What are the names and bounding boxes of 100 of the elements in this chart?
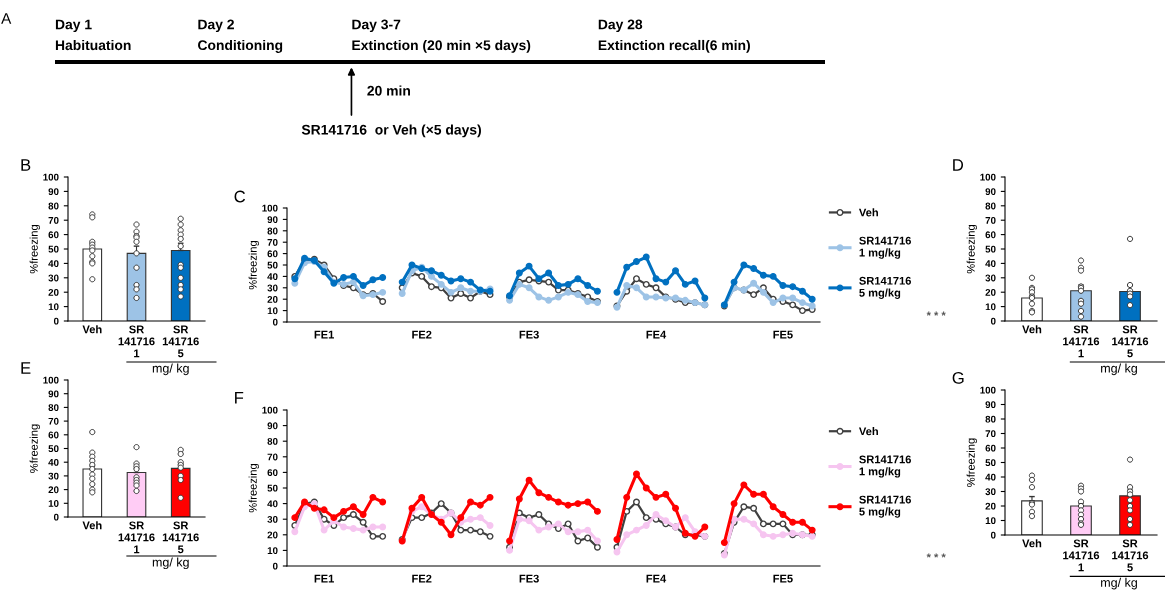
y-tick-label: 10 xyxy=(985,303,996,311)
x-tick-label: SR 141716 1 xyxy=(1063,325,1100,358)
y-tick-label: 70 xyxy=(267,453,278,461)
y-tick-label: 50 xyxy=(985,459,996,467)
y-tick-label: 10 xyxy=(267,307,278,315)
y-tick-label: 100 xyxy=(43,173,59,181)
text: A xyxy=(1,13,12,24)
text: * * * xyxy=(926,553,946,558)
x-axis-title: mg/ kg xyxy=(1101,577,1137,590)
y-tick-label: 20 xyxy=(985,288,996,296)
x-tick-label: FE4 xyxy=(646,330,667,339)
y-tick-label: 10 xyxy=(985,517,996,525)
x-tick-label: Veh xyxy=(1022,539,1042,548)
y-axis-title: %freezing xyxy=(966,225,977,274)
y-tick-label: 40 xyxy=(985,473,996,481)
y-tick-label: 10 xyxy=(267,547,278,555)
y-tick-label: 70 xyxy=(48,417,59,425)
legend-label: SR141716 5 mg/kg xyxy=(859,495,911,518)
y-axis-title: %freezing xyxy=(966,438,977,487)
legend-label: SR141716 1 mg/kg xyxy=(859,236,911,259)
chart-title: G xyxy=(952,372,964,384)
text: 20 min xyxy=(367,85,410,96)
text: Day 28 xyxy=(598,19,643,33)
text: Extinction recall(6 min) xyxy=(598,39,750,53)
y-tick-label: 80 xyxy=(267,227,278,235)
y-tick-label: 40 xyxy=(267,273,278,281)
x-tick-label: FE3 xyxy=(519,330,539,339)
y-tick-label: 10 xyxy=(48,303,59,311)
y-tick-label: 40 xyxy=(48,260,59,268)
chart-title: D xyxy=(953,159,964,171)
y-tick-label: 30 xyxy=(48,274,59,282)
y-tick-label: 100 xyxy=(262,406,278,414)
text: Habituation xyxy=(55,39,131,51)
x-tick-label: FE2 xyxy=(412,574,432,583)
y-axis-title: %freezing xyxy=(29,225,40,274)
chart-title: F xyxy=(235,391,244,404)
legend-label: Veh xyxy=(858,208,878,217)
y-tick-label: 40 xyxy=(48,458,59,466)
y-tick-label: 20 xyxy=(985,502,996,510)
y-tick-label: 80 xyxy=(267,437,278,445)
y-tick-label: 100 xyxy=(43,376,59,384)
chart-title: E xyxy=(21,362,31,374)
x-tick-label: Veh xyxy=(1022,325,1042,334)
y-tick-label: 30 xyxy=(985,488,996,496)
x-tick-label: FE4 xyxy=(646,574,667,583)
y-tick-label: 50 xyxy=(48,245,59,253)
y-tick-label: 50 xyxy=(267,484,278,492)
y-tick-label: 50 xyxy=(48,445,59,453)
x-tick-label: SR 141716 1 xyxy=(118,521,155,554)
y-tick-label: 30 xyxy=(985,274,996,282)
chart-title: B xyxy=(21,159,31,171)
y-axis-title: %freezing xyxy=(29,424,40,473)
legend-label: SR141716 5 mg/kg xyxy=(859,276,911,299)
y-tick-label: 20 xyxy=(267,531,278,539)
x-tick-label: SR 141716 5 xyxy=(1112,325,1149,358)
y-axis-title: %freezing xyxy=(248,241,259,290)
x-axis-title: mg/ kg xyxy=(1101,363,1137,376)
text: SR141716 or Veh (×5 days) xyxy=(301,124,481,138)
y-tick-label: 20 xyxy=(48,486,59,494)
y-tick-label: 70 xyxy=(48,216,59,224)
y-tick-label: 90 xyxy=(985,401,996,409)
y-tick-label: 0 xyxy=(53,317,59,325)
y-tick-label: 60 xyxy=(267,469,278,477)
y-tick-label: 20 xyxy=(48,288,59,296)
x-tick-label: FE5 xyxy=(773,330,793,339)
x-tick-label: FE1 xyxy=(314,330,334,339)
text: Day 1 xyxy=(55,19,92,33)
text: * * * xyxy=(926,311,946,316)
y-tick-label: 90 xyxy=(48,188,59,196)
y-tick-label: 60 xyxy=(48,231,59,239)
y-tick-label: 0 xyxy=(990,317,996,325)
y-tick-label: 90 xyxy=(267,422,278,430)
x-tick-label: SR 141716 5 xyxy=(162,521,199,554)
y-tick-label: 100 xyxy=(980,173,996,181)
y-tick-label: 0 xyxy=(272,318,278,326)
y-tick-label: 100 xyxy=(262,204,278,212)
y-tick-label: 60 xyxy=(985,231,996,239)
chart-title: C xyxy=(234,190,246,203)
y-tick-label: 70 xyxy=(985,430,996,438)
y-tick-label: 100 xyxy=(980,386,996,394)
x-axis-title: mg/ kg xyxy=(152,363,189,376)
x-tick-label: FE5 xyxy=(773,574,793,583)
text: Day 2 xyxy=(198,19,234,33)
y-tick-label: 10 xyxy=(48,500,59,507)
y-tick-label: 90 xyxy=(48,390,59,398)
x-tick-label: FE3 xyxy=(519,574,539,583)
y-tick-label: 70 xyxy=(985,216,996,224)
y-tick-label: 90 xyxy=(267,216,278,224)
y-tick-label: 30 xyxy=(267,284,278,292)
y-axis-title: %freezing xyxy=(248,464,259,513)
y-tick-label: 0 xyxy=(272,562,278,570)
x-axis-title: mg/ kg xyxy=(152,557,189,570)
y-tick-label: 80 xyxy=(985,202,996,210)
x-tick-label: SR 141716 5 xyxy=(1112,539,1149,572)
y-tick-label: 60 xyxy=(267,250,278,258)
legend-label: SR141716 1 mg/kg xyxy=(859,455,911,478)
x-tick-label: SR 141716 1 xyxy=(118,325,155,358)
y-tick-label: 40 xyxy=(267,500,278,508)
x-tick-label: FE2 xyxy=(412,330,432,339)
text: Conditioning xyxy=(198,39,283,53)
